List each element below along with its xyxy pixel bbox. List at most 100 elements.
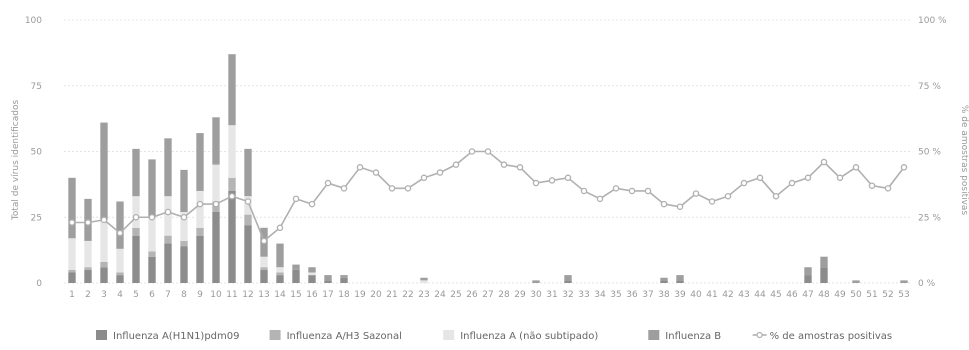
- bar-segment: [196, 227, 204, 236]
- x-tick-label: 32: [562, 290, 573, 300]
- bar-segment: [820, 267, 828, 283]
- x-tick-label: 37: [642, 290, 653, 300]
- legend-swatch: [96, 330, 107, 340]
- y-tick-label: 0: [36, 279, 42, 289]
- x-tick-label: 29: [514, 290, 526, 300]
- bar-segment: [676, 280, 684, 283]
- bar-segment: [244, 148, 252, 197]
- bar-segment: [228, 125, 236, 178]
- line-point: [436, 169, 444, 176]
- line-point: [500, 161, 508, 168]
- x-tick-label: 13: [258, 290, 269, 300]
- y-tick-label: 50: [31, 148, 43, 158]
- bar-segment: [212, 164, 220, 202]
- legend-line-marker: [756, 331, 763, 339]
- line-point: [548, 177, 556, 184]
- bar-segment: [244, 196, 252, 215]
- x-tick-label: 4: [117, 290, 123, 300]
- bar-segment: [532, 280, 540, 283]
- line-point: [100, 216, 108, 224]
- line-point: [356, 164, 364, 171]
- bar-segment: [900, 280, 908, 283]
- bar-segment: [180, 211, 188, 241]
- line-point: [820, 158, 828, 166]
- x-tick-label: 1: [69, 290, 75, 300]
- line-point: [340, 185, 348, 192]
- line-point: [68, 219, 76, 226]
- x-tick-label: 25: [450, 290, 461, 300]
- bar-segment: [164, 235, 172, 244]
- legend-swatch: [269, 330, 281, 340]
- x-tick-label: 19: [354, 290, 366, 300]
- y-axis-title: Total de vírus identificados: [11, 100, 21, 222]
- bar-segment: [84, 269, 92, 283]
- y2-axis-title: % de amostras positivas: [959, 105, 969, 216]
- bar-segment: [292, 264, 300, 270]
- line-point: [260, 237, 268, 245]
- x-tick-label: 36: [626, 290, 638, 300]
- bar-segment: [148, 251, 156, 257]
- bar-segment: [100, 267, 108, 283]
- x-tick-label: 44: [754, 290, 766, 300]
- bar-segment: [212, 211, 220, 283]
- bar-segment: [132, 196, 140, 228]
- bar-segment: [116, 201, 124, 249]
- x-tick-label: 3: [101, 290, 107, 300]
- legend-swatch: [648, 330, 660, 340]
- bar-segment: [68, 272, 76, 283]
- line-point: [292, 195, 300, 203]
- line-point: [180, 213, 188, 221]
- line-point: [84, 219, 92, 226]
- line-point: [868, 182, 876, 189]
- x-tick-label: 17: [322, 290, 333, 300]
- line-point: [276, 224, 284, 232]
- x-tick-label: 10: [210, 290, 222, 300]
- line-point: [324, 179, 332, 187]
- line-point: [404, 185, 412, 192]
- bar-segment: [564, 280, 572, 283]
- bar-segment: [116, 272, 124, 276]
- bar-segment: [564, 275, 572, 281]
- bar-segment: [660, 280, 668, 283]
- bar-segment: [132, 227, 140, 236]
- bar-segment: [276, 243, 284, 268]
- x-tick-label: 51: [866, 290, 877, 300]
- bar-segment: [340, 275, 348, 278]
- bar-segment: [196, 235, 204, 283]
- line-point: [372, 169, 380, 176]
- line-point: [484, 148, 492, 155]
- x-tick-label: 49: [834, 290, 846, 300]
- bar-segment: [100, 261, 108, 268]
- line-point: [900, 164, 908, 171]
- bar-segment: [84, 240, 92, 268]
- bar-segment: [660, 277, 668, 281]
- line-point: [692, 190, 700, 197]
- line-point: [516, 164, 524, 171]
- bar-segment: [244, 214, 252, 226]
- line-point: [420, 174, 428, 182]
- x-tick-label: 53: [898, 290, 909, 300]
- x-tick-label: 52: [882, 290, 893, 300]
- x-tick-label: 26: [466, 290, 478, 300]
- x-tick-label: 2: [85, 290, 91, 300]
- line-point: [212, 200, 220, 208]
- bar-segment: [212, 117, 220, 165]
- x-tick-label: 40: [690, 290, 702, 300]
- x-tick-label: 41: [706, 290, 717, 300]
- x-tick-label: 20: [370, 290, 382, 300]
- bar-segment: [324, 280, 332, 283]
- x-tick-label: 14: [274, 290, 286, 300]
- bar-segment: [228, 54, 236, 126]
- y2-tick-label: 0 %: [918, 279, 936, 289]
- x-tick-label: 7: [165, 290, 171, 300]
- line-point: [788, 179, 796, 187]
- line-point: [196, 200, 204, 208]
- line-point: [132, 213, 140, 221]
- y2-axis-ticks: 0 % 25 % 50 % 75 % 100 %: [918, 16, 947, 289]
- line-point: [772, 192, 780, 200]
- bar-segment: [676, 275, 684, 281]
- x-tick-label: 47: [802, 290, 813, 300]
- bar-series: [68, 54, 908, 283]
- x-tick-label: 35: [610, 290, 621, 300]
